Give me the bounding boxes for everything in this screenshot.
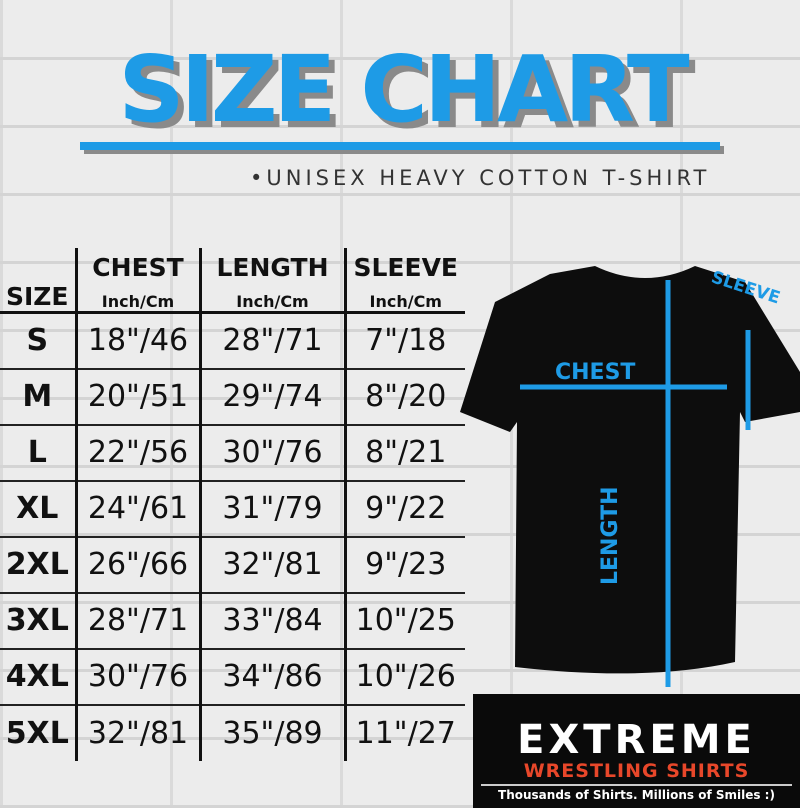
subtitle: •UNISEX HEAVY COTTON T-SHIRT bbox=[250, 166, 711, 190]
cell-sleeve: 10"/26 bbox=[343, 647, 465, 705]
cell-size: M bbox=[0, 367, 76, 425]
table-row: 4XL 30"/76 34"/86 10"/26 bbox=[0, 647, 465, 705]
cell-sleeve: 8"/20 bbox=[343, 367, 465, 425]
cell-chest: 20"/51 bbox=[74, 367, 200, 425]
cell-sleeve: 9"/22 bbox=[343, 479, 465, 537]
header-length: LENGTH bbox=[198, 248, 345, 282]
cell-length: 33"/84 bbox=[198, 591, 345, 649]
cell-chest: 22"/56 bbox=[74, 423, 200, 481]
page-title: SIZE CHART bbox=[118, 36, 689, 143]
length-label: LENGTH bbox=[598, 486, 623, 585]
cell-length: 32"/81 bbox=[198, 535, 345, 593]
cell-chest: 30"/76 bbox=[74, 647, 200, 705]
cell-chest: 18"/46 bbox=[74, 311, 200, 369]
table-row: 5XL 32"/81 35"/89 11"/27 bbox=[0, 703, 465, 761]
cell-chest: 32"/81 bbox=[74, 703, 200, 761]
header-sleeve: SLEEVE bbox=[343, 248, 465, 282]
header-size: SIZE bbox=[0, 282, 76, 314]
cell-length: 35"/89 bbox=[198, 703, 345, 761]
cell-sleeve: 9"/23 bbox=[343, 535, 465, 593]
cell-length: 31"/79 bbox=[198, 479, 345, 537]
cell-chest: 24"/61 bbox=[74, 479, 200, 537]
header-size-blank bbox=[0, 248, 76, 282]
cell-length: 28"/71 bbox=[198, 311, 345, 369]
logo-tagline: Thousands of Shirts. Millions of Smiles … bbox=[481, 784, 792, 804]
cell-size: S bbox=[0, 311, 76, 369]
cell-length: 29"/74 bbox=[198, 367, 345, 425]
tshirt-icon bbox=[460, 266, 800, 674]
header-length-unit: Inch/Cm bbox=[198, 282, 345, 314]
tshirt-diagram bbox=[460, 266, 800, 687]
brand-logo: EXTREME WRESTLING SHIRTS Thousands of Sh… bbox=[473, 694, 800, 808]
table-row: L 22"/56 30"/76 8"/21 bbox=[0, 423, 465, 481]
logo-sub: WRESTLING SHIRTS bbox=[523, 760, 750, 782]
cell-chest: 28"/71 bbox=[74, 591, 200, 649]
title-underline bbox=[80, 142, 720, 150]
cell-size: L bbox=[0, 423, 76, 481]
cell-size: 4XL bbox=[0, 647, 76, 705]
cell-size: XL bbox=[0, 479, 76, 537]
cell-size: 5XL bbox=[0, 703, 76, 761]
table-row: XL 24"/61 31"/79 9"/22 bbox=[0, 479, 465, 537]
cell-sleeve: 7"/18 bbox=[343, 311, 465, 369]
table-row: S 18"/46 28"/71 7"/18 bbox=[0, 311, 465, 369]
header-sleeve-unit: Inch/Cm bbox=[343, 282, 465, 314]
cell-sleeve: 11"/27 bbox=[343, 703, 465, 761]
cell-length: 34"/86 bbox=[198, 647, 345, 705]
table-row: 3XL 28"/71 33"/84 10"/25 bbox=[0, 591, 465, 649]
cell-sleeve: 10"/25 bbox=[343, 591, 465, 649]
cell-chest: 26"/66 bbox=[74, 535, 200, 593]
cell-length: 30"/76 bbox=[198, 423, 345, 481]
logo-brand: EXTREME bbox=[517, 717, 756, 763]
chest-label: CHEST bbox=[555, 360, 636, 385]
cell-size: 3XL bbox=[0, 591, 76, 649]
cell-sleeve: 8"/21 bbox=[343, 423, 465, 481]
table-row: M 20"/51 29"/74 8"/20 bbox=[0, 367, 465, 425]
size-table: CHEST LENGTH SLEEVE SIZE Inch/Cm Inch/Cm… bbox=[0, 248, 465, 761]
cell-size: 2XL bbox=[0, 535, 76, 593]
table-row: 2XL 26"/66 32"/81 9"/23 bbox=[0, 535, 465, 593]
header-chest-unit: Inch/Cm bbox=[74, 282, 200, 314]
header-chest: CHEST bbox=[74, 248, 200, 282]
